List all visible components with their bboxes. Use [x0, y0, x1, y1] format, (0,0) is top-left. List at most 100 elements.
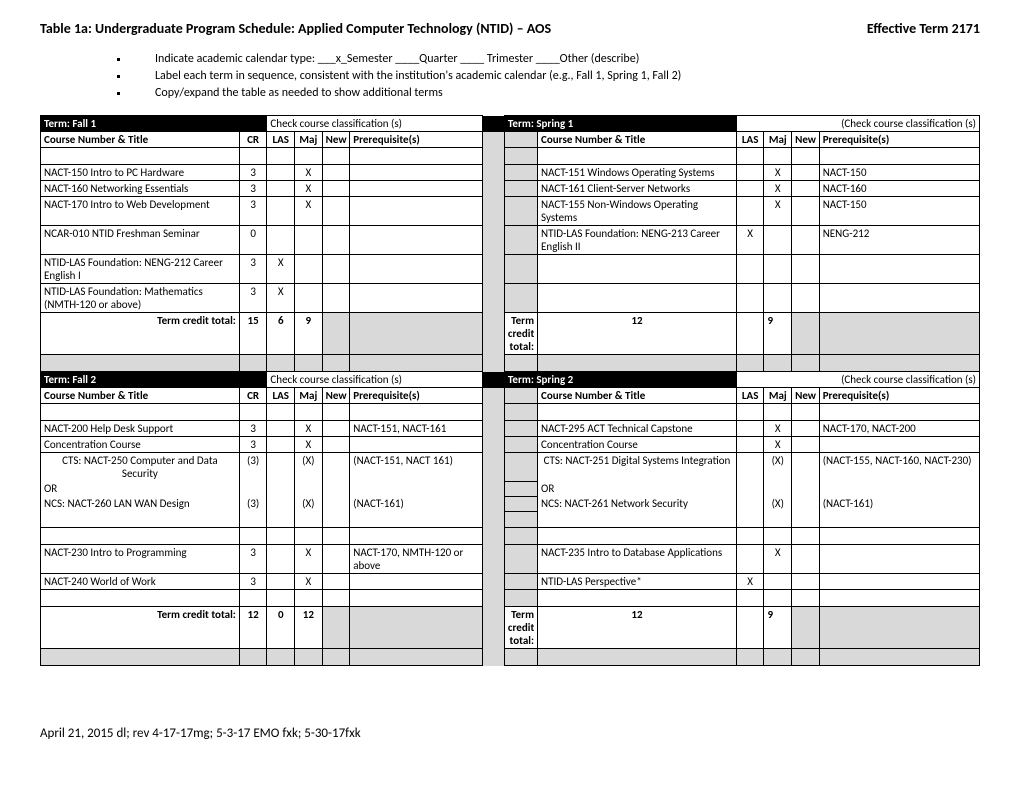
f1-maj-3: X — [295, 197, 323, 226]
f2-course-7: NACT-240 World of Work — [41, 574, 240, 590]
s2-course-5: NCS: NACT-261 Network Security — [538, 496, 737, 511]
f2-tot-cr: 12 — [239, 607, 267, 649]
col-las-f1: LAS — [267, 132, 295, 148]
col-cr-f2: CR — [239, 388, 267, 404]
table-row — [41, 355, 980, 372]
f2-cr-5: (3) — [239, 496, 267, 511]
title-right: Effective Term 2171 — [867, 20, 980, 37]
s1-prereq-1: NACT-150 — [819, 165, 979, 181]
s2-maj-5: (X) — [764, 496, 792, 511]
term-credit-total-label-s1: Term credit total: — [504, 313, 537, 355]
col-maj-s2: Maj — [764, 388, 792, 404]
s2-maj-6: X — [764, 545, 792, 574]
table-row: CTS: NACT-250 Computer and Data Security… — [41, 453, 980, 482]
s1-maj-3: X — [764, 197, 792, 226]
table-row: NACT-230 Intro to Programming 3 X NACT-1… — [41, 545, 980, 574]
s2-course-6: NACT-235 Intro to Database Applications — [538, 545, 737, 574]
table-row: NTID-LAS Foundation: NENG-212 Career Eng… — [41, 255, 980, 284]
title-left: Table 1a: Undergraduate Program Schedule… — [40, 20, 551, 37]
col-new-s2: New — [792, 388, 820, 404]
f2-course-3: CTS: NACT-250 Computer and Data Security — [41, 453, 240, 482]
f2-maj-3: (X) — [295, 453, 323, 482]
term-credit-total-label-f1: Term credit total: — [41, 313, 240, 355]
table-row: NACT-200 Help Desk Support 3 X NACT-151,… — [41, 421, 980, 437]
s1-prereq-3: NACT-150 — [819, 197, 979, 226]
term-fall2: Term: Fall 2 — [41, 372, 267, 388]
term-spring2: Term: Spring 2 — [504, 372, 736, 388]
s2-course-2: Concentration Course — [538, 437, 737, 453]
col-new-f1: New — [322, 132, 350, 148]
f1-cr-1: 3 — [239, 165, 267, 181]
s2-tot-maj: 9 — [764, 607, 792, 649]
col-cr-f1: CR — [239, 132, 267, 148]
table-row: Concentration Course 3 X Concentration C… — [41, 437, 980, 453]
col-prereq-s1: Prerequisite(s) — [819, 132, 979, 148]
f1-maj-2: X — [295, 181, 323, 197]
f1-course-3: NACT-170 Intro to Web Development — [41, 197, 240, 226]
col-maj-f2: Maj — [295, 388, 323, 404]
s2-course-7: NTID-LAS Perspective* — [538, 574, 737, 590]
col-las-s1: LAS — [736, 132, 764, 148]
s1-tot-cr: 12 — [538, 313, 737, 355]
s2-prereq-3: (NACT-155, NACT-160, NACT-230) — [819, 453, 979, 482]
f1-las-5: X — [267, 255, 295, 284]
s1-course-3: NACT-155 Non-Windows Operating Systems — [538, 197, 737, 226]
table-row: NTID-LAS Foundation: Mathematics (NMTH-1… — [41, 284, 980, 313]
s1-maj-2: X — [764, 181, 792, 197]
f2-prereq-5: (NACT-161) — [350, 496, 483, 511]
s2-prereq-5: (NACT-161) — [819, 496, 979, 511]
f2-cr-1: 3 — [239, 421, 267, 437]
f2-tot-las: 0 — [267, 607, 295, 649]
s2-maj-2: X — [764, 437, 792, 453]
s2-tot-cr: 12 — [538, 607, 737, 649]
f2-prereq-1: NACT-151, NACT-161 — [350, 421, 483, 437]
check-cls-spring2: (Check course classification (s) — [736, 372, 979, 388]
s1-course-1: NACT-151 Windows Operating Systems — [538, 165, 737, 181]
f1-maj-1: X — [295, 165, 323, 181]
s1-course-2: NACT-161 Client-Server Networks — [538, 181, 737, 197]
term-header-row-2: Term: Fall 2 Check course classification… — [41, 372, 980, 388]
f2-course-5: NCS: NACT-260 LAN WAN Design — [41, 496, 240, 511]
f2-maj-2: X — [295, 437, 323, 453]
table-row — [41, 404, 980, 421]
f2-prereq-6: NACT-170, NMTH-120 or above — [350, 545, 483, 574]
f2-course-4: OR — [41, 481, 240, 496]
totals-row-2: Term credit total: 12 0 12 Term credit t… — [41, 607, 980, 649]
column-header-row-1: Course Number & Title CR LAS Maj New Pre… — [41, 132, 980, 148]
column-header-row-2: Course Number & Title CR LAS Maj New Pre… — [41, 388, 980, 404]
col-maj-f1: Maj — [295, 132, 323, 148]
check-cls-fall1: Check course classification (s) — [267, 116, 482, 132]
col-las-f2: LAS — [267, 388, 295, 404]
f1-course-6: NTID-LAS Foundation: Mathematics (NMTH-1… — [41, 284, 240, 313]
s2-las-7: X — [736, 574, 764, 590]
s1-las-4: X — [736, 226, 764, 255]
totals-row-1: Term credit total: 15 6 9 Term credit to… — [41, 313, 980, 355]
col-course-s1: Course Number & Title — [538, 132, 737, 148]
f1-las-6: X — [267, 284, 295, 313]
term-header-row-1: Term: Fall 1 Check course classification… — [41, 116, 980, 132]
f2-cr-7: 3 — [239, 574, 267, 590]
f1-course-5: NTID-LAS Foundation: NENG-212 Career Eng… — [41, 255, 240, 284]
col-course-f2: Course Number & Title — [41, 388, 240, 404]
s2-course-4: OR — [538, 481, 737, 496]
s1-tot-maj: 9 — [764, 313, 792, 355]
f1-cr-6: 3 — [239, 284, 267, 313]
f2-cr-3: (3) — [239, 453, 267, 482]
s2-prereq-1: NACT-170, NACT-200 — [819, 421, 979, 437]
f1-tot-maj: 9 — [295, 313, 323, 355]
s2-course-3: CTS: NACT-251 Digital Systems Integratio… — [538, 453, 737, 482]
term-credit-total-label-f2: Term credit total: — [41, 607, 240, 649]
f1-course-1: NACT-150 Intro to PC Hardware — [41, 165, 240, 181]
s1-prereq-4: NENG-212 — [819, 226, 979, 255]
footer-text: April 21, 2015 dl; rev 4-17-17mg; 5-3-17… — [40, 726, 980, 741]
col-course-s2: Course Number & Title — [538, 388, 737, 404]
s1-course-4: NTID-LAS Foundation: NENG-213 Career Eng… — [538, 226, 737, 255]
s1-maj-1: X — [764, 165, 792, 181]
f1-cr-2: 3 — [239, 181, 267, 197]
f2-cr-6: 3 — [239, 545, 267, 574]
table-row: OR OR — [41, 481, 980, 496]
f1-cr-4: 0 — [239, 226, 267, 255]
check-cls-fall2: Check course classification (s) — [267, 372, 482, 388]
f1-tot-cr: 15 — [239, 313, 267, 355]
f1-cr-5: 3 — [239, 255, 267, 284]
